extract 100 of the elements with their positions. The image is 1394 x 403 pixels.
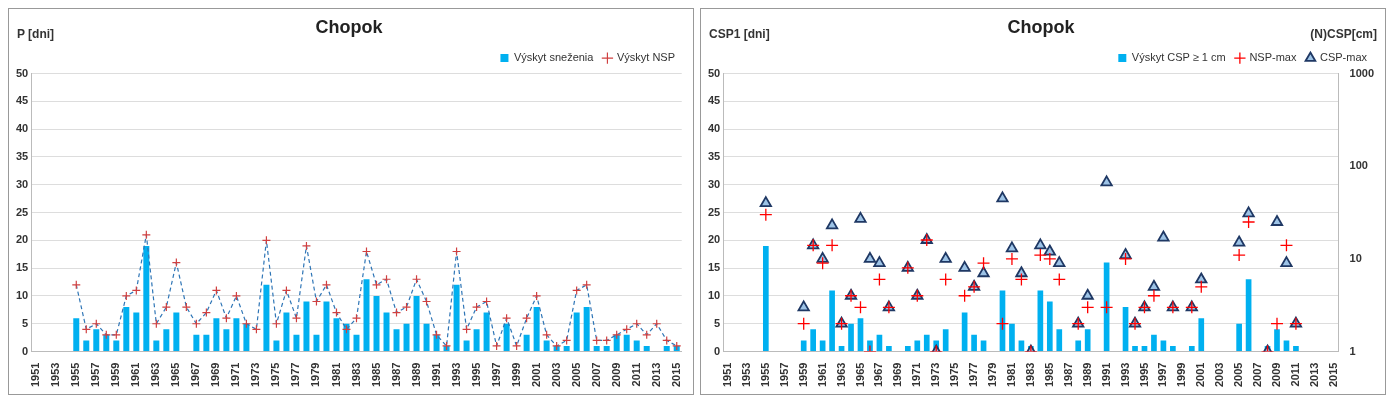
x-tick-label: 1959 <box>796 362 809 388</box>
y-axis-title: P [dni] <box>17 27 55 42</box>
x-tick-label: 1999 <box>1175 362 1188 388</box>
x-tick-label: 1995 <box>469 362 482 388</box>
x-tick-label: 1975 <box>948 362 961 388</box>
chart-title: Chopok <box>315 16 384 37</box>
x-tick-label: 1955 <box>758 362 771 388</box>
y-tick-label: 40 <box>707 122 721 135</box>
x-tick-label: 2001 <box>529 362 542 388</box>
x-tick-label: 1991 <box>429 362 442 388</box>
x-tick-label: 1957 <box>89 362 102 388</box>
x-tick-label: 1959 <box>109 362 122 388</box>
x-tick-label: 1985 <box>1042 362 1055 388</box>
x-tick-label: 1973 <box>929 362 942 388</box>
legend-label: NSP-max <box>1249 51 1297 64</box>
chart-title: Chopok <box>1007 16 1076 37</box>
x-tick-label: 1953 <box>49 362 62 388</box>
x-tick-label: 1975 <box>269 362 282 388</box>
x-tick-label: 1967 <box>189 362 202 388</box>
x-tick-label: 1997 <box>489 362 502 388</box>
x-tick-label: 1969 <box>891 362 904 388</box>
x-tick-label: 1971 <box>229 362 242 388</box>
x-tick-label: 1981 <box>1004 362 1017 388</box>
x-tick-label: 2013 <box>649 362 662 388</box>
legend-label: Výskyt NSP <box>616 51 676 64</box>
y-axis-title: CSP1 [dni] <box>709 27 770 42</box>
x-tick-label: 2003 <box>1213 362 1226 388</box>
x-tick-label: 1963 <box>834 362 847 388</box>
y2-tick-label: 1000 <box>1349 66 1375 79</box>
y-tick-label: 50 <box>707 66 721 79</box>
x-tick-label: 2003 <box>549 362 562 388</box>
y-tick-label: 5 <box>22 316 29 329</box>
x-tick-label: 2013 <box>1307 362 1320 388</box>
y-tick-label: 15 <box>15 261 29 274</box>
y-tick-label: 45 <box>707 94 721 107</box>
x-tick-label: 1993 <box>449 362 462 388</box>
y-tick-label: 30 <box>15 177 29 190</box>
x-tick-label: 1981 <box>329 362 342 388</box>
x-tick-label: 2005 <box>1232 362 1245 388</box>
x-tick-label: 1951 <box>29 362 42 388</box>
x-tick-label: 1965 <box>853 362 866 388</box>
y-tick-label: 0 <box>714 344 721 357</box>
x-tick-label: 1961 <box>815 362 828 388</box>
x-tick-label: 1997 <box>1156 362 1169 388</box>
x-tick-label: 1985 <box>369 362 382 388</box>
x-tick-label: 1999 <box>509 362 522 388</box>
x-tick-label: 1951 <box>721 362 733 388</box>
x-tick-label: 1965 <box>169 362 182 388</box>
y-tick-label: 35 <box>707 150 721 163</box>
x-tick-label: 1995 <box>1137 362 1150 388</box>
x-tick-label: 1993 <box>1118 362 1131 388</box>
y-tick-label: 0 <box>22 344 29 357</box>
x-tick-label: 1991 <box>1099 362 1112 388</box>
legend-label: CSP-max <box>1319 51 1368 64</box>
x-tick-label: 1979 <box>986 362 999 388</box>
x-tick-label: 2009 <box>1270 362 1283 388</box>
legend-label: Výskyt CSP ≥ 1 cm <box>1131 51 1226 64</box>
x-tick-label: 2001 <box>1194 362 1207 388</box>
y-tick-label: 20 <box>707 233 721 246</box>
x-tick-label: 1973 <box>249 362 262 388</box>
y-tick-label: 15 <box>707 261 721 274</box>
x-tick-label: 2011 <box>629 362 642 387</box>
y-tick-label: 30 <box>707 177 721 190</box>
x-tick-label: 1977 <box>967 362 980 388</box>
y-tick-label: 25 <box>707 205 721 218</box>
x-tick-label: 2005 <box>569 362 582 388</box>
y2-tick-label: 10 <box>1349 251 1362 264</box>
y-tick-label: 50 <box>15 66 29 79</box>
y2-axis-title: (N)CSP[cm] <box>1310 27 1377 42</box>
x-tick-label: 1987 <box>1061 362 1074 388</box>
x-tick-label: 1979 <box>309 362 322 388</box>
y2-tick-label: 1 <box>1349 344 1356 357</box>
y-tick-label: 5 <box>714 316 721 329</box>
x-tick-label: 1969 <box>209 362 222 388</box>
x-tick-label: 1983 <box>1023 362 1036 388</box>
x-tick-label: 1983 <box>349 362 362 388</box>
x-tick-label: 1971 <box>910 362 923 388</box>
y-tick-label: 35 <box>15 150 29 163</box>
x-tick-label: 1961 <box>129 362 142 388</box>
x-tick-label: 2015 <box>669 362 682 388</box>
y-tick-label: 40 <box>15 122 29 135</box>
x-tick-label: 1953 <box>739 362 752 388</box>
x-tick-label: 1977 <box>289 362 302 388</box>
x-tick-label: 1989 <box>409 362 422 388</box>
x-tick-label: 1963 <box>149 362 162 388</box>
x-tick-label: 1989 <box>1080 362 1093 388</box>
y-tick-label: 10 <box>707 288 721 301</box>
y-tick-label: 45 <box>15 94 29 107</box>
y-tick-label: 20 <box>15 233 29 246</box>
x-tick-label: 1957 <box>777 362 790 388</box>
x-tick-label: 2015 <box>1326 362 1339 388</box>
x-tick-label: 2011 <box>1288 362 1301 387</box>
x-tick-label: 1987 <box>389 362 402 388</box>
y-tick-label: 25 <box>15 205 29 218</box>
y2-tick-label: 100 <box>1349 159 1368 172</box>
x-tick-label: 1955 <box>69 362 82 388</box>
y-tick-label: 10 <box>15 288 29 301</box>
x-tick-label: 2007 <box>1251 362 1264 388</box>
legend-label: Výskyt sneženia <box>513 51 595 64</box>
x-tick-label: 2009 <box>609 362 622 388</box>
